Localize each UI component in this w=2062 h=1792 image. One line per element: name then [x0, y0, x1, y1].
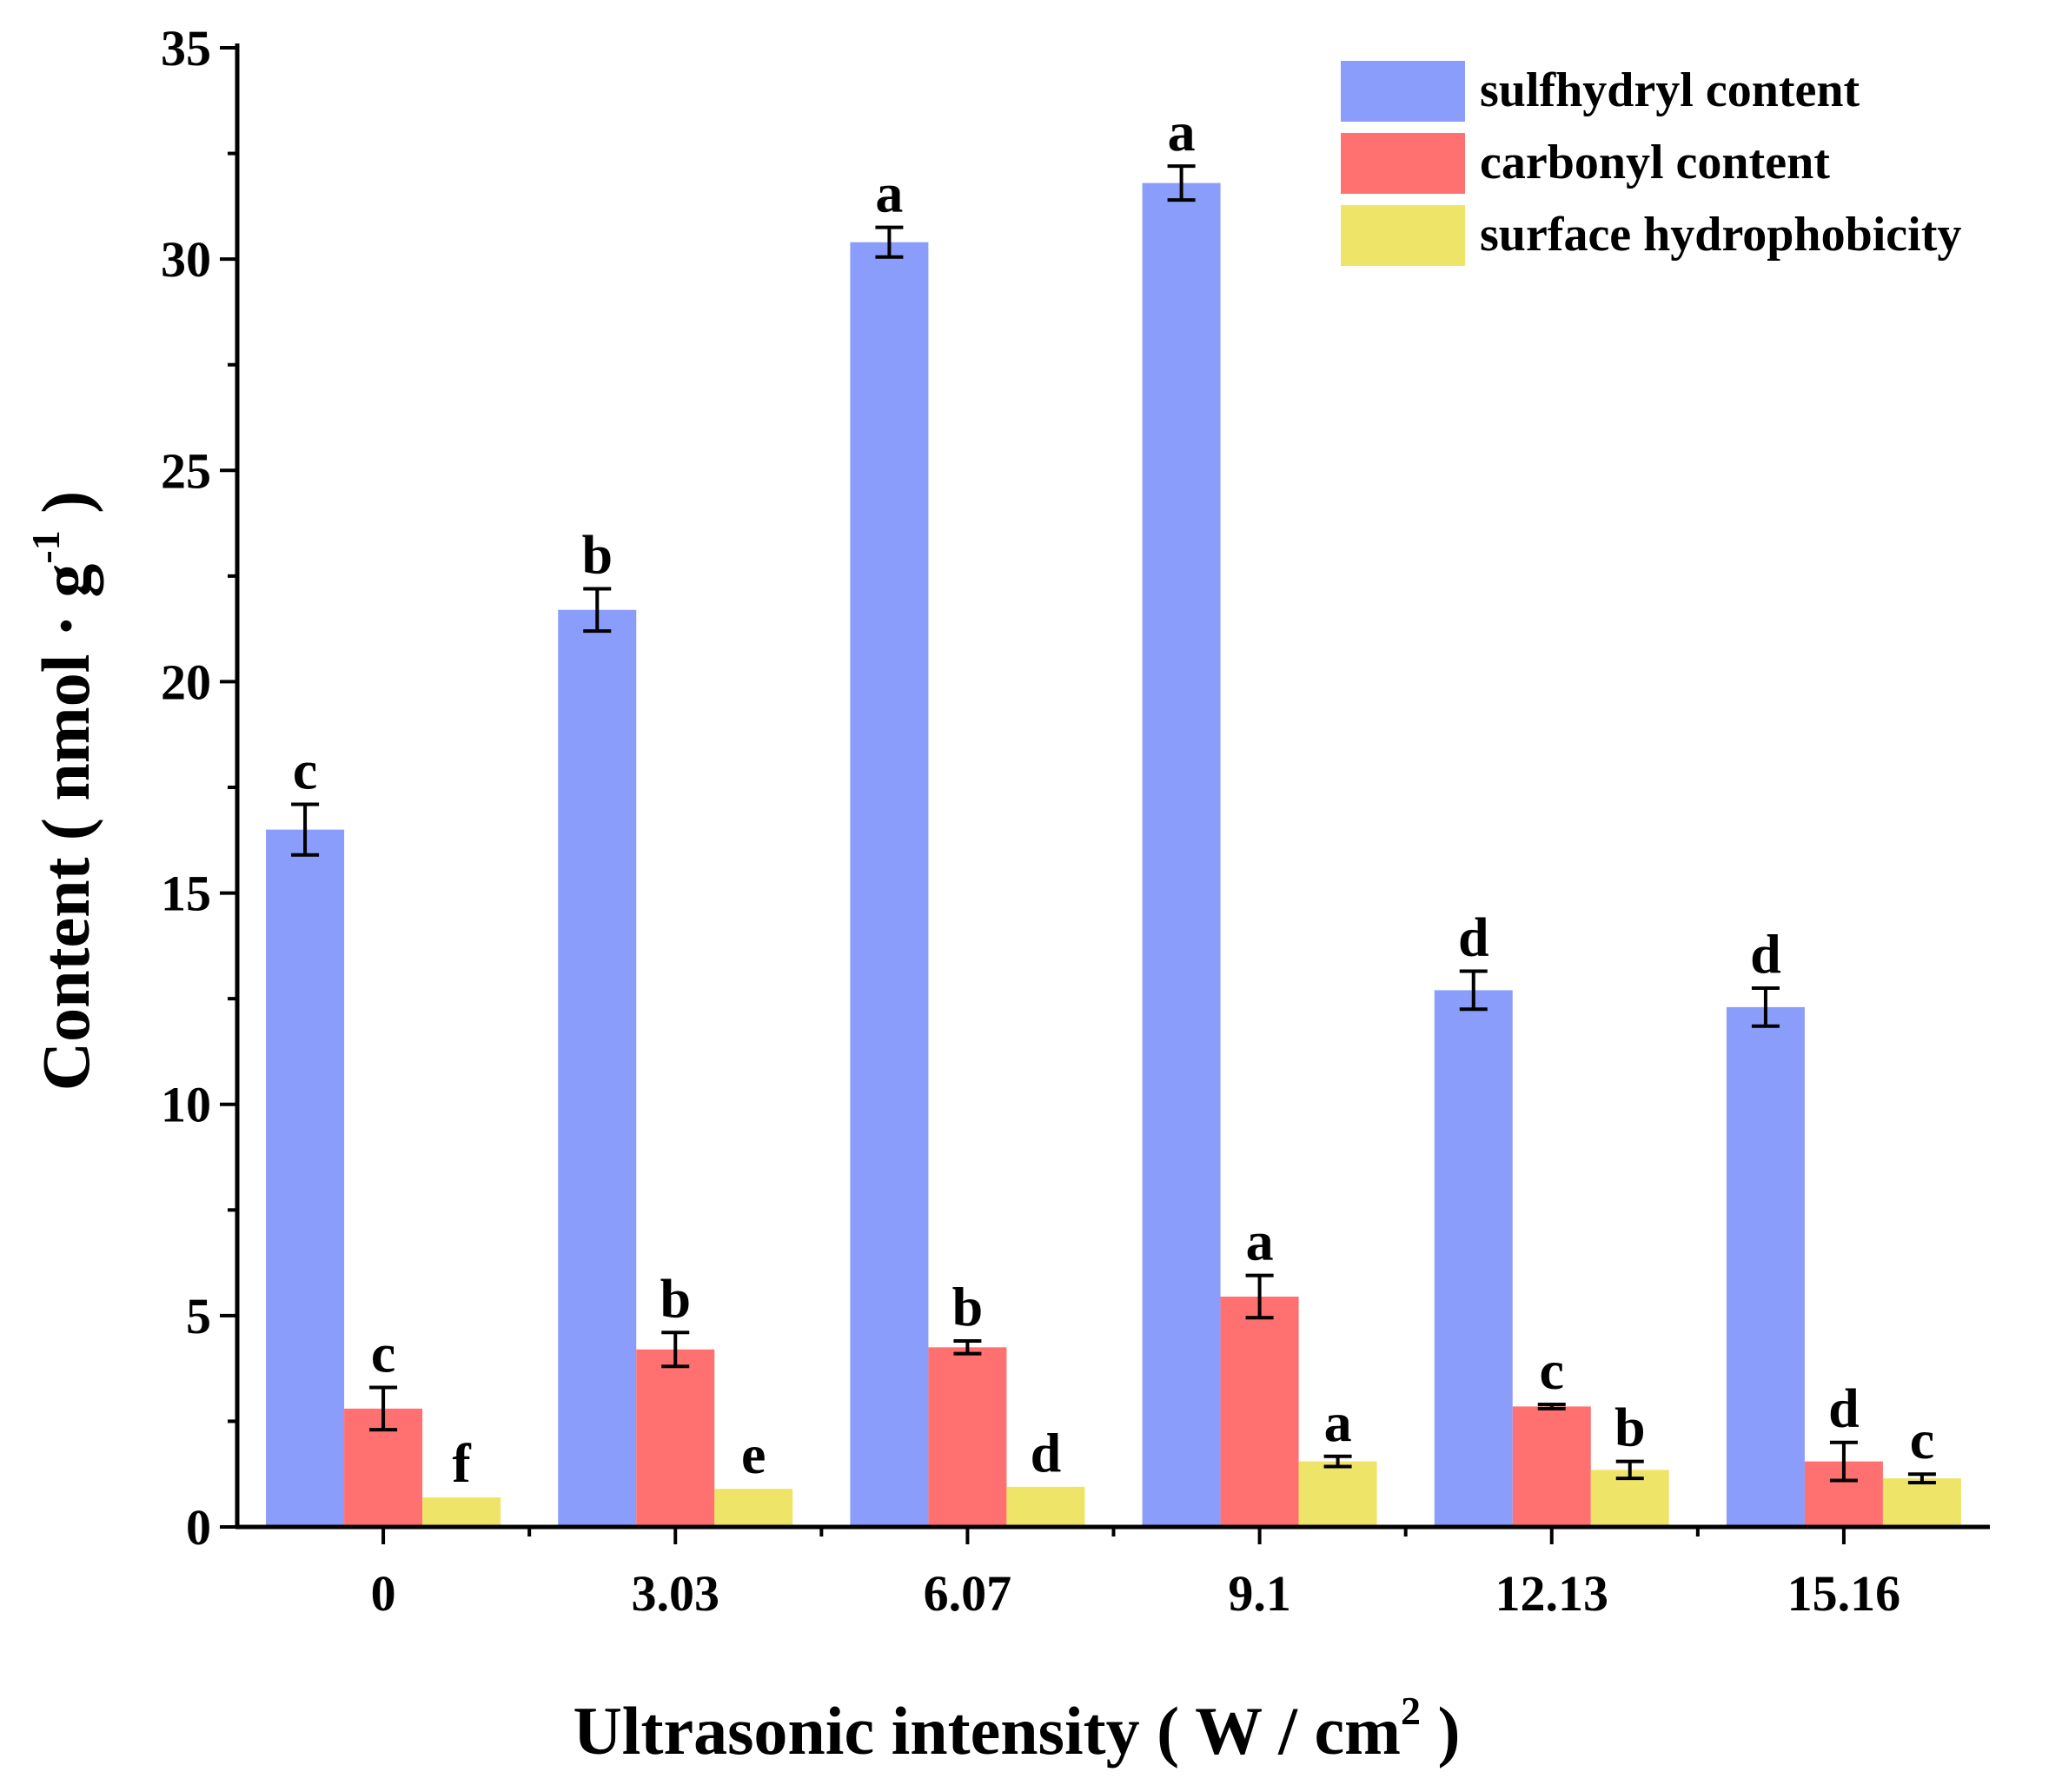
- significance-letter-0-3: a: [1168, 101, 1196, 163]
- x-tick-label: 15.16: [1787, 1565, 1901, 1622]
- bar-2-5: [1882, 1478, 1961, 1527]
- bar-1-3: [1220, 1296, 1299, 1527]
- error-bar-0-5: [1751, 986, 1780, 1028]
- y-axis-title: Content ( nmol · g-1 ): [23, 491, 103, 1091]
- bar-0-2: [850, 242, 929, 1528]
- error-bar-1-2: [953, 1339, 982, 1356]
- error-bar-0-1: [583, 587, 612, 634]
- significance-letter-1-4: c: [1540, 1339, 1564, 1401]
- y-tick-label: 20: [161, 654, 211, 710]
- significance-letter-1-0: c: [371, 1323, 395, 1384]
- bar-1-2: [928, 1347, 1007, 1527]
- error-bar-2-3: [1323, 1454, 1352, 1469]
- y-tick-label: 35: [161, 20, 211, 76]
- error-bar-1-4: [1537, 1402, 1566, 1410]
- x-tick-label: 12.13: [1495, 1565, 1609, 1622]
- x-axis-title: Ultrasonic intensity ( W / cm2 ): [573, 1689, 1460, 1769]
- bar-1-4: [1512, 1406, 1591, 1527]
- significance-letter-0-5: d: [1750, 923, 1781, 985]
- significance-letter-1-2: b: [952, 1276, 984, 1337]
- legend: sulfhydryl content carbonyl content surfac…: [1341, 61, 1961, 266]
- x-tick-label: 0: [371, 1565, 396, 1622]
- error-bar-0-3: [1167, 164, 1196, 202]
- significance-letter-2-0: f: [452, 1432, 471, 1494]
- y-axis-title-superscript: -1: [23, 530, 68, 563]
- bar-0-0: [266, 829, 345, 1527]
- bar-2-1: [714, 1489, 793, 1527]
- significance-letter-1-5: d: [1828, 1377, 1860, 1439]
- error-bar-1-3: [1245, 1273, 1274, 1320]
- legend-item-1: carbonyl content: [1341, 133, 1830, 194]
- legend-item-0: sulfhydryl content: [1341, 61, 1860, 122]
- bar-0-3: [1142, 183, 1221, 1527]
- error-bar-0-4: [1459, 969, 1488, 1012]
- significance-letter-0-4: d: [1458, 906, 1489, 968]
- x-axis-title-end: ): [1421, 1693, 1460, 1769]
- y-axis-title-main: Content ( nmol · g: [28, 564, 103, 1092]
- significance-letter-1-1: b: [660, 1267, 691, 1329]
- legend-label: surface hydrophobicity: [1480, 208, 1961, 262]
- significance-letter-2-1: e: [741, 1424, 766, 1485]
- error-bar-1-5: [1829, 1440, 1858, 1483]
- significance-letter-1-3: a: [1246, 1211, 1274, 1272]
- bar-2-0: [422, 1497, 501, 1527]
- y-tick-label: 25: [161, 442, 211, 499]
- x-axis-title-superscript: 2: [1401, 1689, 1421, 1733]
- error-bar-1-1: [661, 1331, 690, 1369]
- significance-letter-2-4: b: [1614, 1397, 1646, 1458]
- axes-layer: 0 5 10 15 20 25 30 35 0 3.03 6.07 9.1 12.13 15.16: [161, 20, 1990, 1622]
- y-tick-label: 5: [186, 1288, 211, 1344]
- significance-letter-2-2: d: [1031, 1422, 1062, 1483]
- error-bars-layer: [291, 164, 1936, 1484]
- bar-1-1: [636, 1349, 715, 1527]
- error-bar-0-2: [875, 225, 904, 259]
- y-tick-label: 30: [161, 231, 211, 288]
- error-bar-1-0: [369, 1385, 398, 1432]
- bar-2-3: [1298, 1461, 1377, 1527]
- bar-0-4: [1434, 990, 1513, 1527]
- y-tick-label: 0: [186, 1499, 211, 1556]
- legend-swatch: [1341, 133, 1465, 194]
- significance-letter-0-1: b: [581, 523, 613, 585]
- bar-0-5: [1726, 1006, 1805, 1527]
- significance-letter-2-3: a: [1324, 1391, 1352, 1453]
- error-bar-0-0: [291, 802, 320, 857]
- significance-letter-0-0: c: [293, 739, 317, 800]
- legend-swatch: [1341, 61, 1465, 122]
- legend-swatch: [1341, 205, 1465, 266]
- x-tick-label: 9.1: [1228, 1565, 1291, 1622]
- error-bar-2-5: [1907, 1472, 1936, 1484]
- bar-2-2: [1006, 1486, 1085, 1527]
- y-tick-label: 10: [161, 1077, 211, 1133]
- legend-label: carbonyl content: [1480, 136, 1830, 189]
- legend-label: sulfhydryl content: [1480, 63, 1860, 117]
- significance-letter-0-2: a: [875, 163, 903, 224]
- bar-0-1: [558, 609, 637, 1527]
- bars-layer: [266, 183, 1961, 1528]
- y-tick-label: 15: [161, 866, 211, 922]
- significance-letter-2-5: c: [1910, 1409, 1934, 1470]
- y-axis-title-end: ): [28, 491, 103, 530]
- x-tick-label: 6.07: [924, 1565, 1012, 1622]
- x-axis-title-main: Ultrasonic intensity ( W / cm: [573, 1693, 1401, 1769]
- legend-item-2: surface hydrophobicity: [1341, 205, 1961, 266]
- error-bar-2-4: [1615, 1459, 1644, 1481]
- x-tick-label: 3.03: [632, 1565, 720, 1622]
